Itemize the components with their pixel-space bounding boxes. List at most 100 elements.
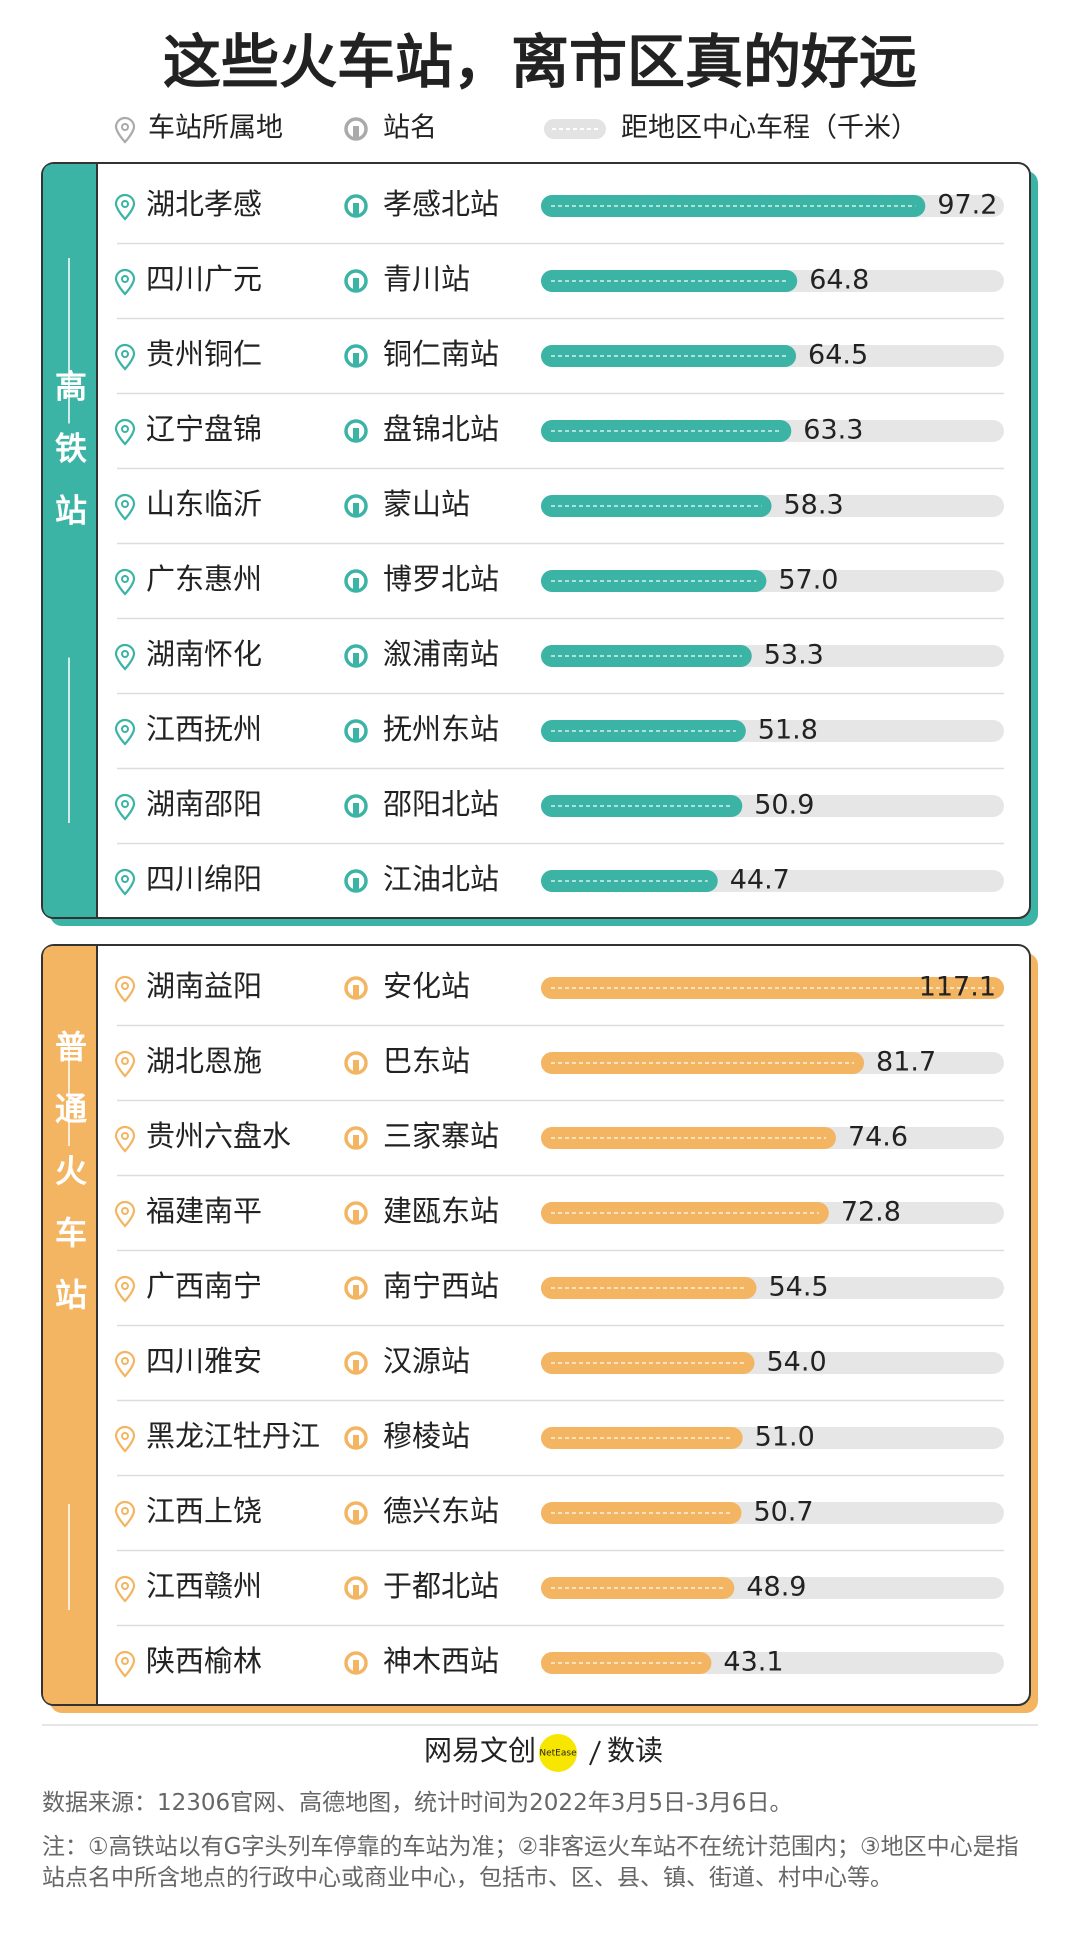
legend-station: 站名 [383, 113, 437, 144]
station-icon-core [353, 1060, 359, 1074]
pin-dot [121, 1132, 129, 1140]
pin-icon [114, 718, 136, 746]
bar [541, 270, 798, 292]
region-label: 江西赣州 [146, 1569, 262, 1603]
station-icon-core [353, 878, 359, 892]
pin-icon [114, 193, 136, 221]
pin-icon [114, 1125, 136, 1153]
station-label: 孝感北站 [383, 187, 499, 221]
region-label: 辽宁盘锦 [146, 412, 262, 446]
region-label: 广西南宁 [146, 1269, 262, 1303]
station-label: 铜仁南站 [383, 337, 499, 371]
value-label: 50.9 [754, 790, 814, 821]
station-icon-core [353, 1435, 359, 1449]
station-icon-core [353, 1360, 359, 1374]
value-label: 48.9 [746, 1572, 806, 1603]
legend-location: 车站所属地 [148, 113, 283, 144]
brand: 网易文创 [424, 1734, 536, 1767]
station-icon-core [353, 126, 359, 140]
pin-dot [121, 350, 129, 358]
station-label: 安化站 [383, 969, 470, 1003]
pin-icon [114, 1650, 136, 1678]
station-icon-core [353, 1585, 359, 1599]
pin-dot [121, 1057, 129, 1065]
value-label: 44.7 [730, 865, 790, 896]
region-label: 湖南益阳 [146, 969, 262, 1003]
station-icon-core [353, 203, 359, 217]
station-label: 南宁西站 [383, 1269, 499, 1303]
pin-icon [114, 343, 136, 371]
pin-dot [121, 1357, 129, 1365]
value-label: 64.8 [809, 265, 869, 296]
brand-badge-circle [539, 1734, 577, 1772]
region-label: 四川雅安 [146, 1344, 262, 1378]
pin-dot [121, 1657, 129, 1665]
pin-dot [121, 982, 129, 990]
pin-dot [121, 123, 129, 131]
brand-sub: 数读 [607, 1734, 663, 1767]
pin-icon [114, 268, 136, 296]
value-label: 57.0 [778, 565, 838, 596]
region-label: 湖南邵阳 [146, 787, 262, 821]
bar [541, 1352, 755, 1374]
station-icon-core [353, 578, 359, 592]
bar [541, 1427, 743, 1449]
value-label: 117.1 [919, 972, 996, 1003]
station-icon-core [353, 653, 359, 667]
station-label: 三家寨站 [383, 1119, 499, 1153]
bar [541, 1277, 757, 1299]
bar [541, 570, 767, 592]
station-label: 神木西站 [383, 1644, 499, 1678]
region-label: 四川广元 [146, 262, 262, 296]
pin-icon [114, 1200, 136, 1228]
pin-dot [121, 275, 129, 283]
region-label: 贵州六盘水 [146, 1119, 291, 1153]
value-label: 51.8 [758, 715, 818, 746]
bar [541, 345, 797, 367]
region-label: 江西抚州 [146, 712, 262, 746]
brand-badge: NetEase [539, 1749, 577, 1759]
station-label: 江油北站 [383, 862, 499, 896]
region-label: 广东惠州 [146, 562, 262, 596]
region-label: 湖北孝感 [146, 187, 262, 221]
value-label: 81.7 [876, 1047, 936, 1078]
value-label: 64.5 [808, 340, 868, 371]
pin-dot [121, 1582, 129, 1590]
value-label: 54.0 [767, 1347, 827, 1378]
brand-slash [589, 1740, 601, 1766]
value-label: 54.5 [768, 1272, 828, 1303]
pin-icon [114, 1500, 136, 1528]
station-label: 巴东站 [383, 1044, 470, 1078]
panel-band [43, 164, 97, 917]
region-label: 四川绵阳 [146, 862, 262, 896]
pin-icon [114, 116, 136, 144]
value-label: 72.8 [841, 1197, 901, 1228]
bar [541, 645, 752, 667]
region-label: 福建南平 [146, 1194, 262, 1228]
pin-dot [121, 1507, 129, 1515]
pin-icon [114, 1050, 136, 1078]
region-label: 山东临沂 [146, 487, 262, 521]
station-icon-core [353, 503, 359, 517]
region-label: 湖北恩施 [146, 1044, 262, 1078]
legend-distance: 距地区中心车程（千米） [621, 113, 918, 144]
pin-icon [114, 1275, 136, 1303]
bar [541, 977, 1004, 999]
station-label: 汉源站 [383, 1344, 470, 1378]
value-label: 50.7 [753, 1497, 813, 1528]
station-label: 德兴东站 [383, 1494, 499, 1528]
pin-icon [114, 418, 136, 446]
pin-icon [114, 493, 136, 521]
station-label: 建瓯东站 [383, 1194, 499, 1228]
station-label: 溆浦南站 [383, 637, 499, 671]
pin-dot [121, 200, 129, 208]
value-label: 74.6 [848, 1122, 908, 1153]
value-label: 43.1 [723, 1647, 783, 1678]
pin-dot [121, 425, 129, 433]
station-icon-core [353, 1510, 359, 1524]
region-label: 黑龙江牡丹江 [146, 1419, 320, 1453]
station-icon-core [353, 428, 359, 442]
